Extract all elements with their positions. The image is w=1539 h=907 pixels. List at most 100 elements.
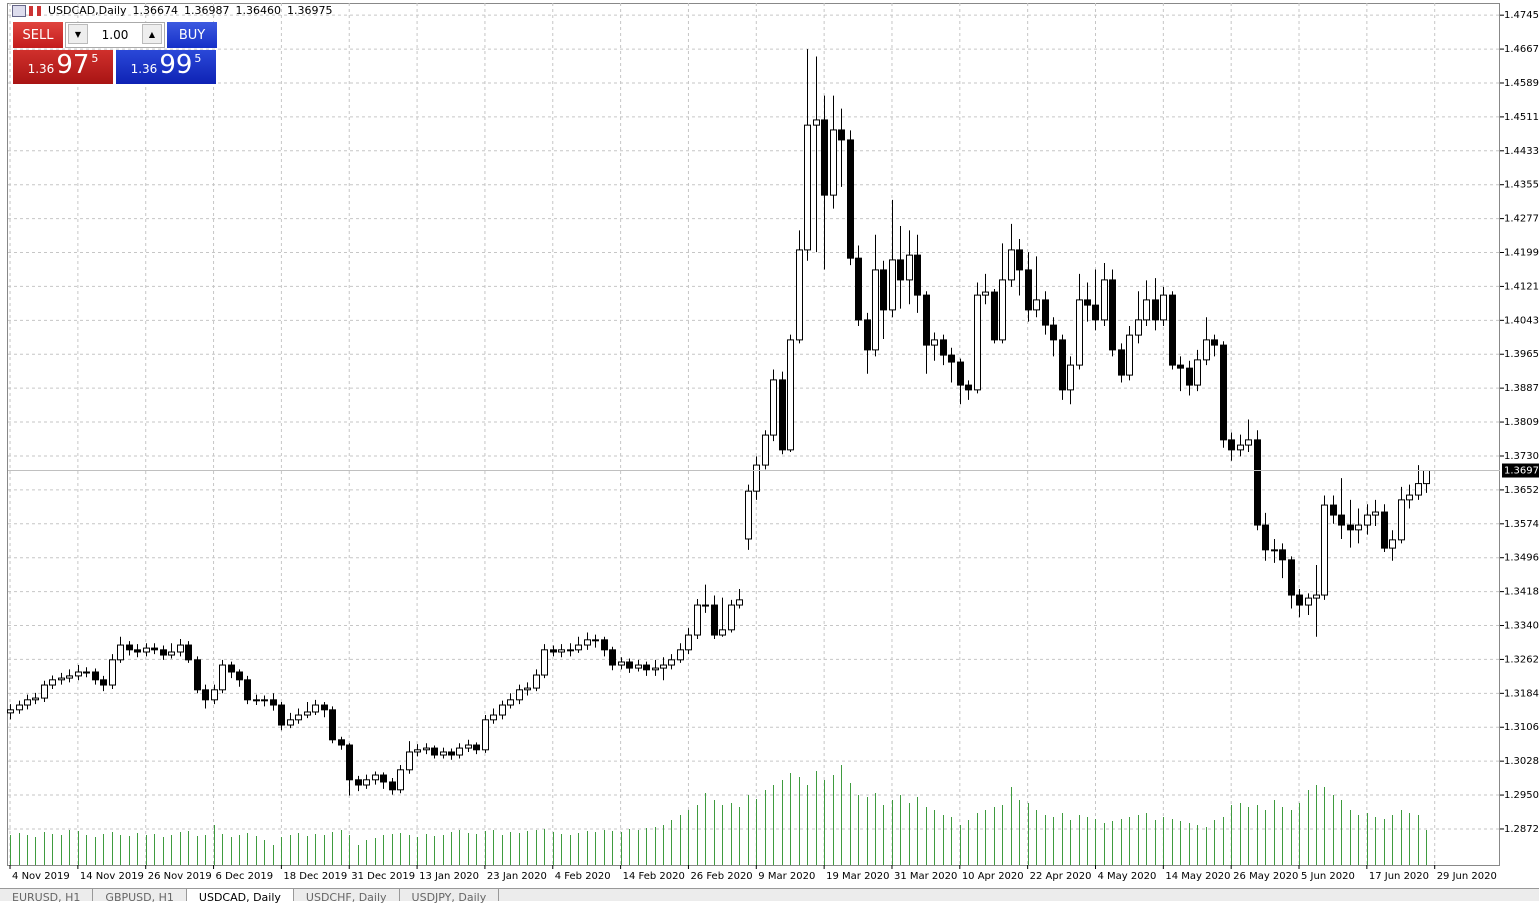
candle-body — [618, 661, 625, 666]
candle-body — [914, 254, 921, 296]
buy-button[interactable]: BUY — [167, 22, 217, 48]
candle-body — [779, 379, 786, 451]
y-tick-label: 1.34189 — [1504, 587, 1539, 598]
candle-body — [736, 599, 743, 606]
y-tick-label: 1.42770 — [1504, 214, 1539, 225]
candle-body — [177, 644, 184, 653]
candle-body — [16, 704, 23, 711]
y-tick-label: 1.41990 — [1504, 248, 1539, 259]
x-tick-label: 13 Jan 2020 — [419, 871, 479, 882]
y-tick-label: 1.41210 — [1504, 281, 1539, 292]
candle-body — [151, 647, 158, 651]
x-tick-label: 22 Apr 2020 — [1030, 871, 1092, 882]
candle-body — [228, 664, 235, 673]
candle-body — [694, 604, 701, 636]
candle-body — [1406, 494, 1413, 501]
candle-body — [762, 434, 769, 466]
candle-body — [58, 677, 65, 681]
candle-body — [202, 689, 209, 701]
bid-price[interactable]: 1.36 97 5 — [13, 50, 113, 84]
bid-small: 5 — [91, 52, 99, 65]
candle-body — [168, 651, 175, 656]
candle-body — [1092, 304, 1099, 321]
chart-tab[interactable]: USDCHF, Daily — [294, 889, 400, 904]
candle-body — [1220, 344, 1227, 441]
y-tick-label: 1.37309 — [1504, 451, 1539, 462]
lot-up[interactable]: ▲ — [142, 24, 162, 44]
candle-body — [880, 269, 887, 311]
candle-body — [295, 714, 302, 721]
candle-body — [100, 679, 107, 686]
x-tick-label: 14 Feb 2020 — [623, 871, 685, 882]
candle-body — [83, 671, 90, 674]
candle-body — [389, 781, 396, 791]
candle-body — [346, 744, 353, 781]
candle-body — [1355, 524, 1362, 531]
candle-body — [889, 259, 896, 311]
candle-body — [838, 129, 845, 141]
x-tick-label: 23 Jan 2020 — [487, 871, 547, 882]
x-tick-label: 4 May 2020 — [1097, 871, 1156, 882]
chart-tab[interactable]: EURUSD, H1 — [0, 889, 94, 904]
candle-body — [211, 689, 218, 701]
candle-body — [236, 671, 243, 681]
candle-body — [830, 129, 837, 196]
candle-body — [601, 639, 608, 651]
candle-body — [1076, 299, 1083, 366]
x-tick-label: 31 Mar 2020 — [894, 871, 957, 882]
chart: 1.47450 1.46670 1.45890 1.45110 1.44330 1.435… — [7, 3, 1539, 882]
candle-body — [1288, 559, 1295, 596]
candle-body — [92, 671, 99, 681]
candle-body — [117, 644, 124, 661]
candle-body — [109, 659, 116, 686]
lot-down[interactable]: ▼ — [68, 24, 88, 44]
candle-body — [533, 674, 540, 689]
candle-body — [49, 679, 56, 686]
candle-body — [1152, 299, 1159, 321]
y-tick-label: 1.33409 — [1504, 621, 1539, 632]
candle-body — [355, 779, 362, 786]
candle-body — [1211, 339, 1218, 346]
candle-body — [948, 354, 955, 363]
candle-body — [24, 699, 31, 706]
y-tick-label: 1.34969 — [1504, 553, 1539, 564]
candle-body — [1347, 524, 1354, 531]
candle-body — [1279, 549, 1286, 561]
candle-body — [143, 647, 150, 653]
symbol: USDCAD,Daily — [48, 4, 127, 17]
candle-body — [304, 711, 311, 716]
candle-body — [7, 709, 14, 714]
ask-price[interactable]: 1.36 99 5 — [116, 50, 216, 84]
candle-body — [787, 339, 794, 451]
sell-button[interactable]: SELL — [13, 22, 63, 48]
y-tick-label: 1.38870 — [1504, 383, 1539, 394]
candle-body — [1101, 279, 1108, 321]
chart-tab[interactable]: USDJPY, Daily — [400, 889, 500, 904]
candle-body — [1364, 514, 1371, 526]
candle-body — [855, 257, 862, 321]
candle-body — [923, 294, 930, 346]
candle-body — [999, 279, 1006, 341]
candle-body — [1033, 299, 1040, 311]
candle-body — [1262, 524, 1269, 551]
x-tick-label: 10 Apr 2020 — [962, 871, 1024, 882]
candle-body — [185, 644, 192, 661]
ohlc-high: 1.36987 — [184, 4, 230, 17]
icons — [12, 4, 41, 17]
candle-body — [1059, 339, 1066, 391]
y-tick-label: 1.40430 — [1504, 315, 1539, 326]
ohlc-close: 1.36975 — [287, 4, 333, 17]
candle-body — [1042, 299, 1049, 326]
candle-body — [1372, 511, 1379, 516]
candle-body — [1169, 294, 1176, 366]
ohlc-open: 1.36674 — [132, 4, 179, 17]
candle-body — [406, 751, 413, 771]
y-tick-label: 1.28729 — [1504, 824, 1539, 835]
chart-tab[interactable]: USDCAD, Daily — [186, 889, 294, 904]
candle-body — [592, 639, 599, 642]
candle-body — [804, 124, 811, 251]
candle-body — [1305, 597, 1312, 606]
candle-body — [974, 294, 981, 391]
chart-tab[interactable]: GBPUSD, H1 — [93, 889, 187, 904]
